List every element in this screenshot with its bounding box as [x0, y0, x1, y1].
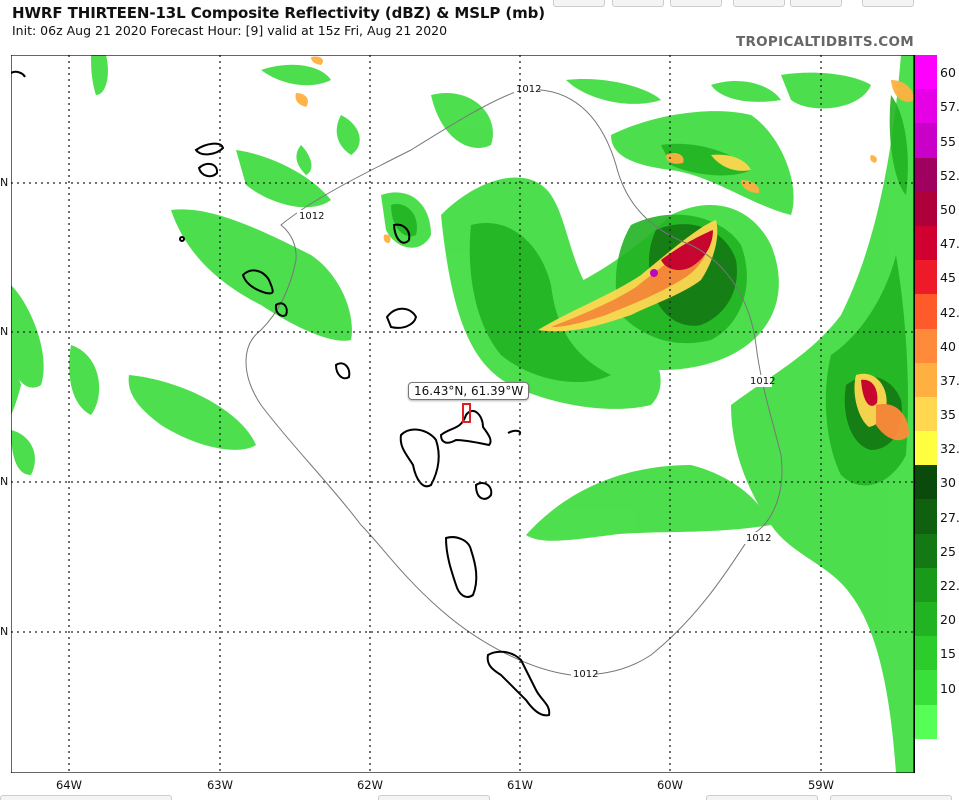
bottom-button-1[interactable]	[0, 795, 172, 800]
colorbar-segment	[914, 602, 937, 637]
bottom-button-4[interactable]	[830, 795, 952, 800]
isobar-label: 1012	[516, 84, 541, 95]
lon-label: 60W	[656, 778, 683, 792]
lon-label: 63W	[206, 778, 233, 792]
toolbar-button-4[interactable]	[733, 0, 785, 7]
colorbar-label: 15	[940, 646, 956, 662]
coastlines	[11, 70, 551, 717]
lon-label: 64W	[55, 778, 82, 792]
lat-label: N	[0, 325, 9, 338]
colorbar-label: 45	[940, 270, 956, 286]
colorbar-label: 57.	[940, 99, 959, 115]
colorbar-label: 52.	[940, 167, 959, 183]
toolbar-button-5[interactable]	[790, 0, 842, 7]
colorbar-segment	[914, 636, 937, 671]
lat-label: N	[0, 176, 9, 189]
cursor-marker	[462, 403, 471, 423]
lat-label: N	[0, 475, 9, 488]
colorbar-label: 60	[940, 65, 956, 81]
colorbar-label: 47.	[940, 236, 959, 252]
toolbar-button-1[interactable]	[553, 0, 605, 7]
isobar-label: 1012	[750, 376, 775, 387]
toolbar-button-3[interactable]	[670, 0, 722, 7]
map-header: HWRF THIRTEEN-13L Composite Reflectivity…	[12, 4, 545, 38]
colorbar-segment	[914, 157, 937, 193]
colorbar-segment	[914, 738, 937, 774]
isobar-1012	[245, 88, 783, 676]
colorbar-segment	[914, 499, 937, 535]
lon-label: 62W	[356, 778, 383, 792]
colorbar-label: 40	[940, 338, 956, 354]
colorbar-segment	[914, 225, 937, 261]
map-title: HWRF THIRTEEN-13L Composite Reflectivity…	[12, 4, 546, 22]
colorbar-label: 25	[940, 543, 956, 559]
colorbar-segment	[914, 294, 937, 330]
colorbar-segment	[914, 123, 937, 159]
colorbar-segment	[914, 89, 937, 124]
colorbar-label: 32.	[940, 441, 959, 457]
colorbar-segment	[914, 431, 937, 466]
reflectivity-map[interactable]: 1012 1012 1012 1012 1012	[11, 55, 914, 773]
lon-label: 59W	[807, 778, 834, 792]
colorbar-label: 30	[940, 475, 956, 491]
colorbar-label: 42.	[940, 304, 959, 320]
colorbar-label: 35	[940, 407, 956, 423]
colorbar-label: 37.	[940, 372, 959, 388]
colorbar-label: 55	[940, 133, 956, 149]
colorbar-label: 20	[940, 612, 956, 628]
colorbar-segment	[914, 465, 937, 500]
bottom-button-2[interactable]	[378, 795, 490, 800]
colorbar-label: 10	[940, 680, 956, 696]
colorbar-segment	[914, 567, 937, 603]
colorbar-label: 27.	[940, 509, 959, 525]
lat-label: N	[0, 625, 9, 638]
bottom-button-3[interactable]	[706, 795, 818, 800]
colorbar-segment	[914, 396, 937, 432]
colorbar-segment	[914, 670, 937, 706]
isobar-label: 1012	[746, 533, 771, 544]
toolbar-button-2[interactable]	[612, 0, 664, 7]
colorbar-label: 50	[940, 201, 956, 217]
colorbar-segment	[914, 328, 937, 364]
colorbar-segment	[914, 704, 937, 740]
cursor-readout: 16.43°N, 61.39°W	[408, 382, 530, 400]
toolbar-button-6[interactable]	[862, 0, 914, 7]
brand-watermark: TROPICALTIDBITS.COM	[735, 34, 914, 50]
graticule	[11, 55, 914, 773]
map-subtitle: Init: 06z Aug 21 2020 Forecast Hour: [9]…	[12, 23, 448, 38]
colorbar-segment	[914, 533, 937, 569]
colorbar-segment	[914, 191, 937, 227]
colorbar-segment	[914, 362, 937, 398]
colorbar-label: 22.	[940, 578, 959, 594]
colorbar: 60 57. 55 52. 50 47. 45 42. 40 37. 35 32. 30 27. 25 22.…	[914, 55, 959, 774]
isobar-label: 1012	[573, 669, 598, 680]
colorbar-segment	[914, 55, 937, 90]
colorbar-segment	[914, 260, 937, 295]
reflectivity-convective	[295, 56, 914, 441]
lon-label: 61W	[506, 778, 533, 792]
isobar-label: 1012	[299, 211, 324, 222]
